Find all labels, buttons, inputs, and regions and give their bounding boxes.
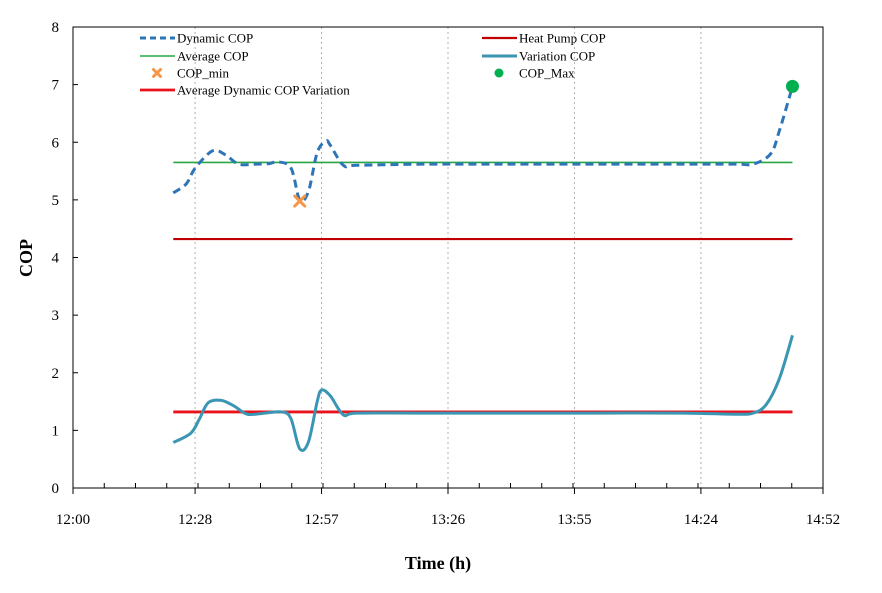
y-tick-label: 0 [52, 481, 60, 497]
x-axis-title: Time (h) [405, 553, 471, 574]
legend-label-heatpump: Heat Pump COP [519, 31, 606, 46]
y-tick-label: 7 [52, 78, 60, 94]
ticks: 0 1 2 3 4 5 6 7 8 12:00 12:28 12:57 13:26 13:55 14:24 1… [52, 20, 841, 528]
y-tick-label: 4 [52, 251, 60, 267]
y-tick-label: 5 [52, 193, 60, 209]
legend-swatch-min-stroke [152, 68, 162, 78]
legend-label-avgvar: Average Dynamic COP Variation [177, 83, 350, 98]
y-tick-label: 6 [52, 135, 60, 151]
y-tick-label: 1 [52, 423, 60, 439]
legend-swatch-min [152, 68, 162, 78]
marker-min-stroke [293, 194, 307, 208]
series [172, 85, 794, 452]
legend-label-average: Average COP [177, 49, 249, 64]
legend-label-variation: Variation COP [519, 49, 595, 64]
x-tick-label: 12:57 [304, 512, 339, 528]
legend-label-dynamic: Dynamic COP [177, 31, 253, 46]
legend-swatch-max [494, 68, 504, 78]
y-tick-label: 3 [52, 308, 60, 324]
x-tick-label: 12:28 [178, 512, 212, 528]
markers [293, 79, 799, 208]
series-dynamic-line [172, 85, 794, 203]
x-tick-label: 13:55 [557, 512, 591, 528]
y-tick-label: 2 [52, 366, 60, 382]
x-tick-label: 14:52 [806, 512, 840, 528]
y-tick-label: 8 [52, 20, 60, 36]
marker-max [785, 79, 799, 93]
series-variation-line [172, 334, 794, 452]
legend-label-max: COP_Max [519, 66, 575, 81]
x-tick-label: 14:24 [684, 512, 719, 528]
x-tick-label: 13:26 [431, 512, 466, 528]
grid [194, 27, 702, 488]
y-axis-title: COP [16, 239, 36, 277]
marker-min [293, 194, 307, 208]
x-tick-label: 12:00 [56, 512, 90, 528]
legend: Dynamic COP Heat Pump COP Average COP Varia… [140, 31, 606, 98]
legend-label-min: COP_min [177, 66, 230, 81]
